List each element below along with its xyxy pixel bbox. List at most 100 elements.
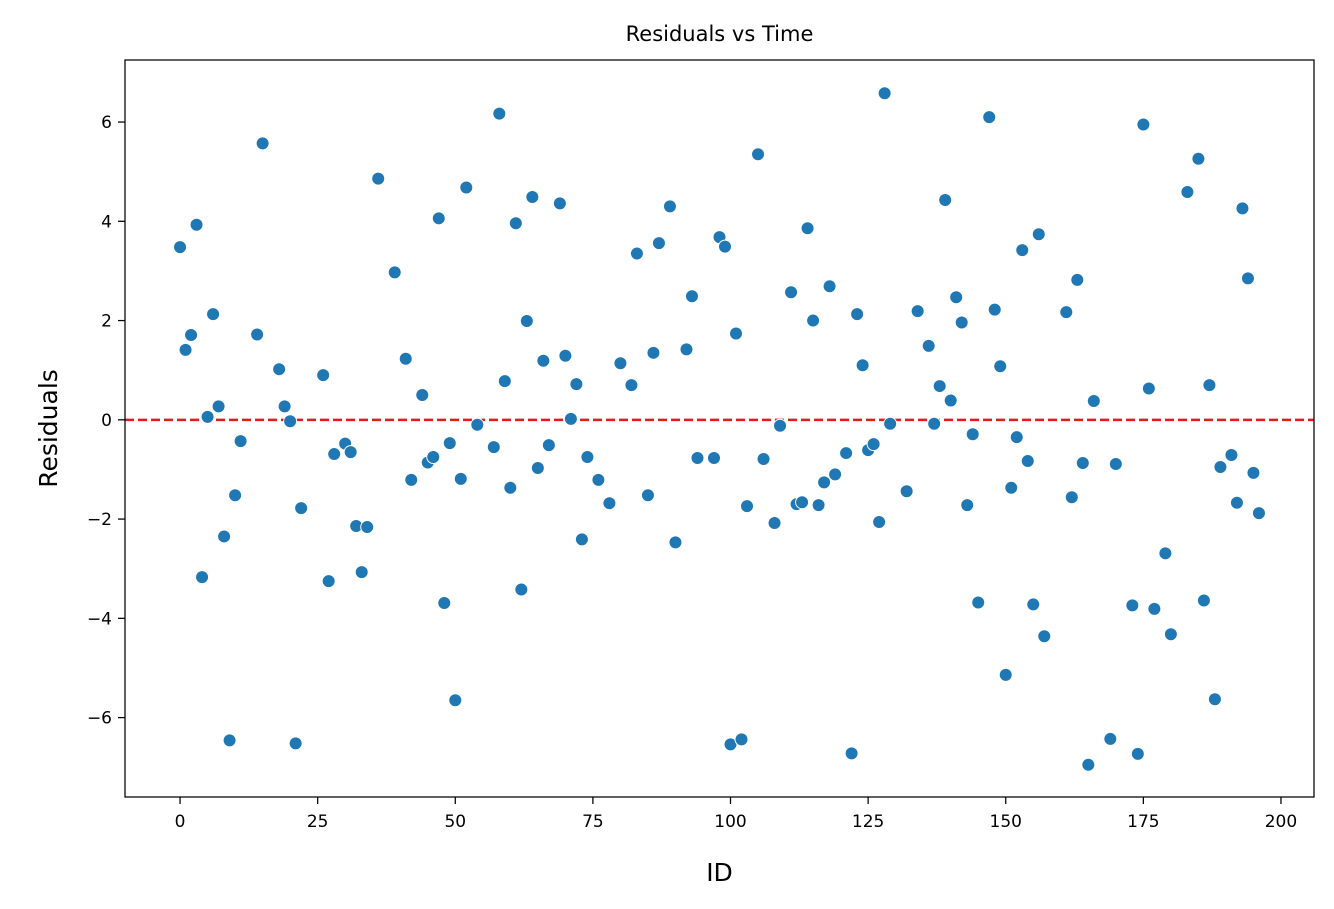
data-point (662, 199, 677, 214)
x-tick-label: 25 (307, 812, 329, 832)
data-point (470, 417, 485, 432)
data-point (960, 498, 975, 513)
x-tick-label: 150 (990, 812, 1022, 832)
data-point (734, 732, 749, 747)
x-tick-label: 125 (852, 812, 884, 832)
data-point (1163, 627, 1178, 642)
data-point (398, 351, 413, 366)
y-tick-label: 0 (101, 411, 112, 431)
data-point (729, 326, 744, 341)
data-point (277, 399, 292, 414)
data-point (1213, 459, 1228, 474)
data-point (828, 467, 843, 482)
data-point (718, 239, 733, 254)
data-point (459, 180, 474, 195)
data-point (195, 570, 210, 585)
y-tick-label: 6 (101, 113, 112, 133)
y-axis-label: Residuals (34, 369, 63, 488)
data-point (371, 171, 386, 186)
data-point (938, 192, 953, 207)
x-tick-label: 50 (444, 812, 466, 832)
data-point (993, 359, 1008, 374)
data-point (1158, 546, 1173, 561)
data-point (228, 488, 243, 503)
data-point (591, 472, 606, 487)
data-point (250, 327, 265, 342)
data-point (855, 358, 870, 373)
data-point (811, 498, 826, 513)
data-point (1103, 731, 1118, 746)
data-point (613, 356, 628, 371)
data-point (684, 289, 699, 304)
data-point (321, 574, 336, 589)
data-point (1070, 272, 1085, 287)
data-point (679, 342, 694, 357)
data-point (217, 529, 232, 544)
data-point (1196, 593, 1211, 608)
data-point (1246, 465, 1261, 480)
data-point (1075, 455, 1090, 470)
data-point (189, 217, 204, 232)
data-point (943, 393, 958, 408)
data-point (822, 279, 837, 294)
data-point (541, 438, 556, 453)
data-point (800, 221, 815, 236)
data-point (525, 189, 540, 204)
data-point (1130, 746, 1145, 761)
data-point (624, 378, 639, 393)
data-point (233, 434, 248, 449)
data-point (850, 307, 865, 322)
data-point (574, 532, 589, 547)
data-point (740, 499, 755, 514)
data-point (602, 496, 617, 511)
data-point (1240, 271, 1255, 286)
data-point (448, 693, 463, 708)
data-point (530, 460, 545, 475)
data-point (756, 452, 771, 467)
data-point (354, 565, 369, 580)
data-point (706, 451, 721, 466)
chart-title: Residuals vs Time (626, 22, 814, 46)
y-tick-label: −2 (87, 510, 112, 530)
data-point (563, 411, 578, 426)
data-point (1004, 480, 1019, 495)
data-point (932, 379, 947, 394)
data-point (844, 746, 859, 761)
y-axis: −6 −4 −2 0 2 4 6 (87, 113, 125, 729)
data-point (998, 667, 1013, 682)
data-point (872, 515, 887, 530)
data-point (178, 342, 193, 357)
data-point (1141, 381, 1156, 396)
data-point (1229, 495, 1244, 510)
data-point (690, 451, 705, 466)
data-point (839, 446, 854, 461)
x-axis: 0 25 50 75 100 125 150 175 200 (175, 797, 1297, 832)
data-point (316, 368, 331, 383)
data-point (910, 304, 925, 319)
data-point (437, 595, 452, 610)
data-point (486, 440, 501, 455)
data-point (1026, 597, 1041, 612)
data-point (784, 285, 799, 300)
data-point (773, 418, 788, 433)
data-point (877, 86, 892, 101)
x-tick-label: 175 (1127, 812, 1159, 832)
data-point (415, 388, 430, 402)
data-point (1015, 243, 1030, 258)
data-point (866, 437, 881, 452)
data-point (1020, 454, 1035, 469)
data-point (173, 240, 188, 255)
data-point (288, 736, 303, 751)
y-tick-label: −6 (87, 709, 112, 729)
data-point (629, 246, 644, 261)
data-point (971, 595, 986, 610)
data-point (206, 307, 221, 322)
data-point (883, 416, 898, 431)
data-point (899, 484, 914, 499)
data-point (1251, 506, 1266, 521)
data-point (453, 471, 468, 486)
data-point (927, 416, 942, 431)
data-point (1180, 185, 1195, 200)
data-point (987, 302, 1002, 317)
